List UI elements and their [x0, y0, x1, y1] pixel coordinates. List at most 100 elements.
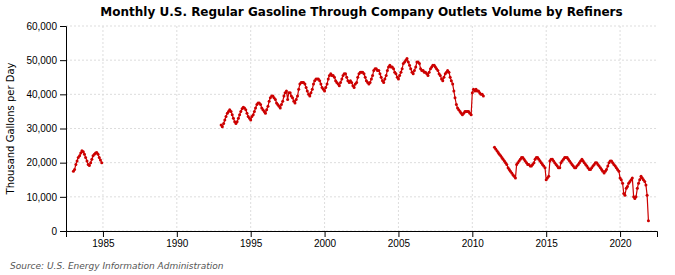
marker: [286, 98, 289, 101]
marker: [73, 168, 76, 171]
marker: [222, 122, 225, 125]
marker: [406, 57, 409, 60]
marker: [244, 108, 247, 111]
marker: [84, 156, 87, 159]
marker: [471, 91, 474, 94]
marker: [646, 194, 649, 197]
grid-line: [102, 26, 103, 231]
marker: [439, 74, 442, 77]
tick: 60,000: [26, 21, 66, 32]
tick: 1990: [166, 231, 189, 249]
marker: [297, 88, 300, 91]
marker: [83, 153, 86, 156]
marker: [231, 113, 234, 116]
marker: [401, 67, 404, 70]
marker: [279, 107, 282, 110]
marker: [74, 163, 77, 166]
marker: [428, 71, 431, 74]
tick-label: 40,000: [26, 89, 57, 100]
marker: [363, 72, 366, 75]
marker: [249, 118, 252, 121]
axis-line: [67, 232, 658, 238]
marker: [637, 182, 640, 185]
marker: [309, 91, 312, 94]
marker: [382, 81, 385, 84]
marker: [319, 83, 322, 86]
tick-label: 30,000: [26, 123, 57, 134]
marker: [237, 117, 240, 120]
marker: [294, 101, 297, 104]
tick: 2005: [388, 231, 411, 249]
marker: [345, 76, 348, 79]
marker: [350, 81, 353, 84]
tick: 2020: [609, 231, 632, 249]
marker: [225, 115, 228, 118]
marker: [97, 153, 100, 156]
marker: [259, 103, 262, 106]
marker: [355, 81, 358, 84]
tick-mark: [60, 231, 66, 232]
axis-line: [60, 27, 67, 232]
grid-line: [176, 26, 177, 231]
marker: [239, 110, 242, 113]
marker: [78, 154, 81, 157]
marker: [394, 72, 397, 75]
marker: [369, 81, 372, 84]
marker: [303, 83, 306, 86]
marker: [621, 182, 624, 185]
marker: [447, 71, 450, 74]
marker: [452, 89, 455, 92]
marker: [339, 81, 342, 84]
marker: [221, 125, 224, 128]
tick-label: 50,000: [26, 55, 57, 66]
x-axis: 1985 1990 1995 2000 2005 2010 2015 2020: [67, 231, 658, 249]
marker: [412, 72, 415, 75]
y-axis: 010,00020,00030,00040,00050,00060,000: [26, 21, 66, 237]
marker: [311, 88, 314, 91]
tick: 2015: [536, 231, 559, 249]
tick-mark: [472, 231, 473, 237]
marker: [338, 84, 341, 87]
marker: [333, 76, 336, 79]
grid: [66, 26, 657, 231]
marker: [306, 89, 309, 92]
grid-line: [250, 26, 251, 231]
marker: [418, 62, 421, 65]
line: [73, 58, 648, 220]
tick-label: 10,000: [26, 192, 57, 203]
tick-label: 1985: [92, 238, 115, 249]
marker: [635, 195, 638, 198]
grid-line: [398, 26, 399, 231]
grid-line: [324, 26, 325, 231]
marker: [385, 74, 388, 77]
series-group: [72, 57, 650, 222]
marker: [514, 177, 517, 180]
marker: [623, 194, 626, 197]
marker: [399, 71, 402, 74]
marker: [605, 168, 608, 171]
tick-label: 1995: [240, 238, 263, 249]
marker: [340, 77, 343, 80]
marker: [397, 77, 400, 80]
marker: [264, 112, 267, 115]
tick: 1985: [92, 231, 115, 249]
marker: [631, 177, 634, 180]
marker: [626, 185, 629, 188]
marker: [265, 108, 268, 111]
tick-label: 2010: [462, 238, 485, 249]
tick: 0: [51, 226, 66, 237]
marker: [327, 77, 330, 80]
marker: [266, 105, 269, 108]
chart-container: 1985 1990 1995 2000 2005 2010 2015 20200 10,000 2…: [0, 0, 675, 275]
marker: [371, 74, 374, 77]
marker: [356, 76, 359, 79]
plot-area: 1985 1990 1995 2000 2005 2010 2015 20200 10,000 2…: [26, 21, 657, 249]
marker: [312, 83, 315, 86]
marker: [380, 76, 383, 79]
marker: [280, 103, 283, 106]
tick-mark: [103, 231, 104, 237]
tick: 2000: [314, 231, 337, 249]
marker: [441, 79, 444, 82]
marker: [308, 95, 311, 98]
marker: [296, 95, 299, 98]
